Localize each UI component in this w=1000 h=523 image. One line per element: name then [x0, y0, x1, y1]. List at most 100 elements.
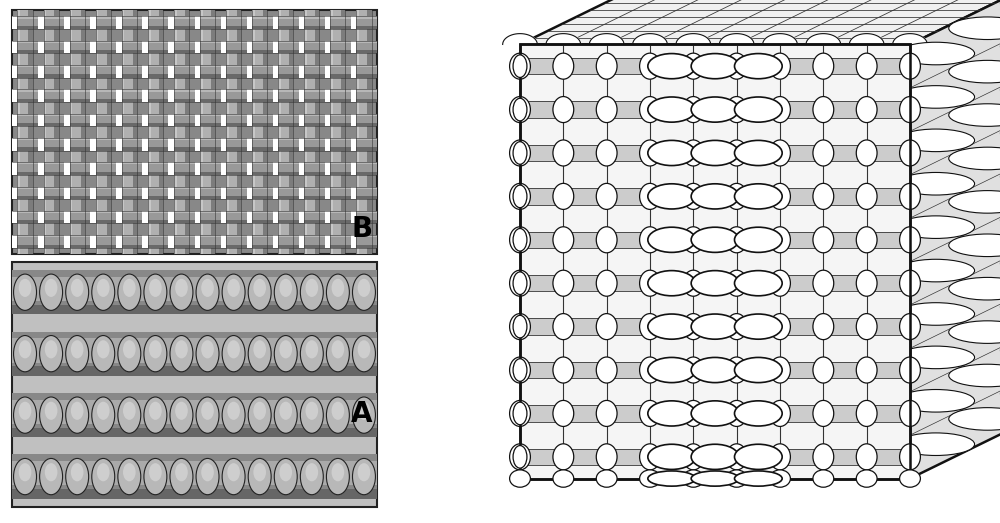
Bar: [194, 16, 200, 29]
Bar: [64, 235, 70, 248]
Ellipse shape: [734, 227, 782, 253]
Bar: [38, 113, 44, 126]
Ellipse shape: [149, 340, 162, 358]
Ellipse shape: [144, 459, 167, 495]
Bar: [64, 41, 70, 53]
Ellipse shape: [170, 336, 193, 372]
Bar: [263, 10, 267, 254]
Ellipse shape: [897, 42, 975, 65]
Ellipse shape: [196, 274, 219, 310]
Ellipse shape: [726, 314, 747, 339]
Bar: [289, 10, 293, 254]
Bar: [341, 10, 345, 254]
Bar: [12, 187, 17, 199]
Bar: [64, 113, 70, 126]
Ellipse shape: [640, 401, 660, 426]
Ellipse shape: [510, 227, 530, 253]
Ellipse shape: [900, 270, 920, 296]
Bar: [12, 211, 377, 213]
Bar: [299, 41, 304, 53]
Ellipse shape: [97, 279, 110, 297]
Bar: [12, 270, 377, 314]
Bar: [12, 74, 377, 77]
Bar: [96, 10, 111, 254]
Bar: [12, 50, 377, 53]
Ellipse shape: [19, 340, 31, 358]
Bar: [351, 41, 356, 53]
Bar: [520, 44, 910, 479]
Ellipse shape: [734, 270, 782, 296]
Ellipse shape: [510, 470, 530, 487]
Ellipse shape: [326, 336, 349, 372]
Ellipse shape: [949, 364, 1000, 387]
Bar: [142, 41, 148, 53]
Ellipse shape: [648, 227, 696, 253]
Bar: [252, 10, 255, 254]
Bar: [12, 196, 377, 199]
Ellipse shape: [856, 184, 877, 209]
Ellipse shape: [691, 314, 739, 339]
Bar: [159, 10, 163, 254]
Bar: [90, 113, 96, 126]
Ellipse shape: [300, 274, 323, 310]
Ellipse shape: [726, 53, 747, 79]
Ellipse shape: [118, 274, 141, 310]
Bar: [247, 235, 252, 248]
Bar: [221, 211, 226, 223]
Bar: [12, 16, 377, 29]
Ellipse shape: [510, 314, 530, 339]
Ellipse shape: [897, 433, 975, 456]
Bar: [351, 187, 356, 199]
Ellipse shape: [726, 184, 747, 209]
Ellipse shape: [691, 53, 739, 79]
Ellipse shape: [949, 60, 1000, 83]
Ellipse shape: [40, 459, 63, 495]
Ellipse shape: [813, 270, 834, 296]
Bar: [12, 454, 377, 499]
Ellipse shape: [553, 184, 574, 209]
Ellipse shape: [640, 53, 660, 79]
Ellipse shape: [900, 444, 920, 470]
Ellipse shape: [734, 401, 782, 426]
Ellipse shape: [274, 336, 297, 372]
Bar: [168, 113, 174, 126]
Bar: [70, 10, 72, 254]
Bar: [17, 10, 20, 254]
Bar: [299, 235, 304, 248]
Ellipse shape: [813, 184, 834, 209]
Ellipse shape: [640, 470, 660, 487]
Bar: [81, 10, 85, 254]
Ellipse shape: [97, 463, 110, 481]
Ellipse shape: [683, 140, 704, 166]
Bar: [273, 113, 278, 126]
Ellipse shape: [734, 53, 782, 79]
Ellipse shape: [306, 340, 318, 358]
Ellipse shape: [332, 279, 344, 297]
Ellipse shape: [66, 459, 89, 495]
Ellipse shape: [691, 444, 739, 470]
Ellipse shape: [897, 346, 975, 369]
Polygon shape: [589, 33, 624, 44]
Ellipse shape: [813, 140, 834, 166]
Ellipse shape: [118, 336, 141, 372]
Ellipse shape: [513, 402, 527, 425]
Ellipse shape: [683, 401, 704, 426]
Ellipse shape: [553, 97, 574, 122]
Ellipse shape: [683, 227, 704, 253]
Bar: [12, 366, 377, 376]
Bar: [194, 138, 200, 151]
Bar: [185, 10, 189, 254]
Ellipse shape: [40, 274, 63, 310]
Ellipse shape: [71, 402, 83, 420]
Ellipse shape: [553, 401, 574, 426]
Ellipse shape: [691, 357, 739, 383]
Bar: [226, 10, 229, 254]
Ellipse shape: [66, 274, 89, 310]
Bar: [168, 235, 174, 248]
Bar: [12, 461, 377, 485]
Bar: [299, 89, 304, 102]
Ellipse shape: [513, 359, 527, 381]
Ellipse shape: [352, 274, 375, 310]
Ellipse shape: [97, 340, 110, 358]
Bar: [142, 16, 148, 29]
